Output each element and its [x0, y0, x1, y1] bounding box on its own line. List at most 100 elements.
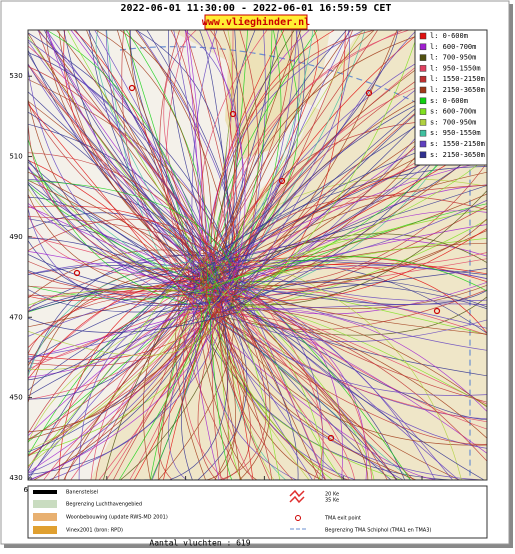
footer-text: 20 Ke — [325, 492, 339, 498]
flight-track — [28, 278, 239, 467]
flight-track — [170, 30, 207, 304]
flight-track — [191, 252, 487, 269]
legend-label: s: 2150-3650m — [430, 151, 485, 159]
flight-track — [28, 159, 211, 295]
footer-text: Begrenzing TMA Schiphol (TMA1 en TMA3) — [325, 528, 431, 534]
flight-track — [221, 30, 366, 303]
flight-track — [205, 288, 487, 329]
ke-icon — [289, 489, 305, 504]
flight-track — [238, 256, 462, 480]
flight-track — [105, 30, 232, 262]
flight-track — [88, 30, 201, 296]
flight-track — [236, 30, 420, 314]
flight-track — [214, 280, 281, 480]
flight-track — [215, 289, 487, 331]
legend-swatch — [419, 86, 427, 94]
flight-track — [167, 30, 222, 281]
flight-track — [212, 314, 388, 480]
flight-track — [218, 278, 487, 335]
legend-label: s: 1550-2150m — [430, 140, 485, 148]
flight-track — [198, 260, 327, 480]
flight-track — [217, 275, 487, 430]
flight-track — [28, 289, 204, 313]
flight-track — [206, 30, 363, 293]
legend-swatch — [419, 151, 427, 159]
footer-text: Begrenzing Luchthavengebied — [66, 502, 142, 508]
flight-track — [28, 63, 202, 272]
flight-track — [193, 30, 249, 256]
flight-track — [199, 30, 236, 263]
flight-track — [212, 156, 487, 286]
flight-track — [221, 305, 487, 446]
flight-track — [218, 307, 487, 412]
flight-track — [28, 100, 228, 275]
flight-track — [112, 307, 239, 480]
flight-track — [196, 296, 487, 336]
tma-exit-point — [278, 177, 286, 185]
tma-exit-point — [365, 89, 373, 97]
flight-track — [150, 302, 202, 480]
flight-track — [221, 278, 487, 314]
flight-track — [177, 262, 243, 480]
flight-track — [28, 184, 205, 287]
legend: l: 0-600m l: 600-700m l: 700-950m l: 950-15… — [419, 32, 485, 159]
flight-track — [224, 304, 487, 407]
flight-track — [197, 267, 237, 480]
flight-track — [222, 30, 319, 258]
flight-track — [209, 30, 410, 268]
flight-track — [28, 255, 195, 467]
flight-track — [163, 295, 228, 480]
flight-track — [28, 291, 201, 314]
flight-track — [58, 30, 222, 282]
flight-track — [186, 30, 203, 264]
flight-track — [28, 275, 233, 363]
legend-label: l: 950-1550m — [430, 64, 481, 72]
flight-track — [28, 292, 206, 453]
land — [90, 30, 487, 480]
legend-label: l: 600-700m — [430, 43, 476, 51]
flight-track — [94, 30, 222, 266]
flight-track — [28, 306, 203, 370]
map-background — [28, 30, 487, 480]
legend-swatch — [419, 65, 427, 72]
flight-track — [200, 30, 314, 290]
flight-track — [200, 256, 487, 294]
flight-track — [209, 306, 297, 480]
legend-label: l: 0-600m — [430, 32, 468, 40]
flight-track — [28, 251, 229, 299]
flight-track — [189, 298, 487, 445]
footer-text: Banenstelsel — [66, 490, 98, 496]
flight-track — [28, 301, 192, 441]
flight-track — [28, 267, 225, 440]
footer-text: 35 Ke — [325, 498, 339, 504]
flight-track — [215, 312, 487, 462]
flight-track — [28, 215, 230, 268]
flight-track — [215, 184, 487, 273]
flight-track — [67, 30, 223, 293]
flight-track — [28, 295, 232, 434]
flight-track — [220, 161, 487, 261]
flight-track — [239, 303, 487, 312]
flight-track — [29, 284, 233, 480]
flight-track — [204, 265, 487, 312]
flight-track — [28, 267, 195, 312]
flight-track — [28, 293, 201, 444]
flight-track — [197, 258, 487, 308]
flight-track — [28, 171, 193, 260]
flight-track — [28, 288, 234, 306]
flight-track — [213, 30, 295, 270]
flight-track — [205, 30, 293, 259]
legend-swatch — [419, 140, 427, 148]
flight-track — [199, 262, 487, 299]
flight-track — [95, 30, 197, 273]
tma-exit-point — [433, 307, 441, 315]
flight-track — [28, 261, 192, 377]
legend-label: s: 950-1550m — [430, 129, 481, 137]
flight-track — [28, 66, 230, 286]
flight-track — [214, 313, 397, 480]
flight-track — [216, 203, 487, 301]
flight-track — [158, 297, 235, 480]
flight-track — [28, 257, 192, 381]
legend-label: l: 2150-3650m — [430, 86, 485, 94]
